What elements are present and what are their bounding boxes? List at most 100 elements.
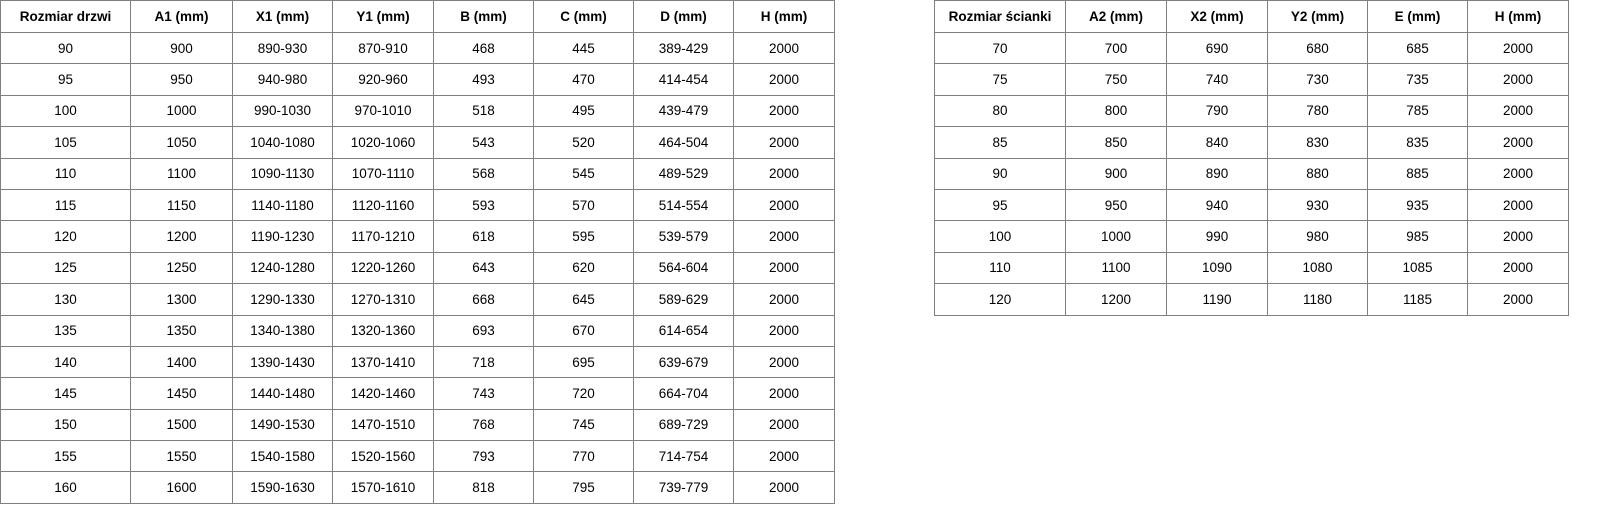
- table-cell: 1085: [1367, 251, 1468, 285]
- table-cell: 1120-1160: [332, 188, 434, 222]
- table-cell: 2000: [733, 94, 835, 128]
- table-cell: 495: [533, 94, 634, 128]
- table-cell: 120: [934, 283, 1066, 316]
- table-cell: 1090-1130: [232, 157, 333, 190]
- table-cell: 2000: [733, 283, 835, 316]
- table-cell: 643: [433, 251, 534, 285]
- table-cell: 743: [433, 377, 534, 410]
- column-header: Rozmiar drzwi: [0, 0, 131, 33]
- table-cell: 1320-1360: [332, 314, 434, 347]
- table-cell: 85: [934, 126, 1066, 159]
- table-cell: 1180: [1267, 283, 1368, 316]
- table-row: 115 1150 1140-1180 1120-1160 593 570 514-554 20…: [0, 188, 835, 222]
- table-cell: 1470-1510: [332, 408, 434, 442]
- table-row: 120 1200 1190 1180 1185 2000: [934, 283, 1569, 316]
- table-cell: 130: [0, 283, 131, 316]
- table-cell: 800: [1065, 94, 1167, 128]
- table-cell: 543: [433, 126, 534, 159]
- table-cell: 125: [0, 251, 131, 285]
- table-cell: 1090: [1166, 251, 1268, 285]
- table-cell: 745: [533, 408, 634, 442]
- table-cell: 1420-1460: [332, 377, 434, 410]
- table-cell: 790: [1166, 94, 1268, 128]
- table-row: 145 1450 1440-1480 1420-1460 743 720 664-704 20…: [0, 377, 835, 410]
- table-cell: 614-654: [633, 314, 734, 347]
- column-header: H (mm): [1467, 0, 1569, 33]
- table-cell: 1350: [130, 314, 233, 347]
- table-cell: 970-1010: [332, 94, 434, 128]
- table-cell: 618: [433, 220, 534, 253]
- table-cell: 70: [934, 31, 1066, 65]
- table-row: 90 900 890-930 870-910 468 445 389-429 2000: [0, 31, 835, 65]
- table-row: 70 700 690 680 685 2000: [934, 31, 1569, 65]
- table-cell: 160: [0, 471, 131, 504]
- table-cell: 520: [533, 126, 634, 159]
- table-cell: 1300: [130, 283, 233, 316]
- table-cell: 985: [1367, 220, 1468, 253]
- table-cell: 768: [433, 408, 534, 442]
- table-cell: 1000: [1065, 220, 1167, 253]
- table-cell: 693: [433, 314, 534, 347]
- table-cell: 900: [1065, 157, 1167, 190]
- table-cell: 90: [0, 31, 131, 65]
- table-cell: 1080: [1267, 251, 1368, 285]
- table-cell: 1200: [130, 220, 233, 253]
- table-cell: 539-579: [633, 220, 734, 253]
- table-cell: 780: [1267, 94, 1368, 128]
- table-cell: 1520-1560: [332, 440, 434, 473]
- table-cell: 110: [934, 251, 1066, 285]
- table-cell: 568: [433, 157, 534, 190]
- table-cell: 1050: [130, 126, 233, 159]
- table-cell: 1400: [130, 345, 233, 379]
- table-cell: 739-779: [633, 471, 734, 504]
- table-cell: 100: [0, 94, 131, 128]
- table-row: 110 1100 1090 1080 1085 2000: [934, 251, 1569, 285]
- table-cell: 1500: [130, 408, 233, 442]
- table-cell: 900: [130, 31, 233, 65]
- table-cell: 1100: [130, 157, 233, 190]
- table-cell: 950: [1065, 188, 1167, 222]
- table-cell: 740: [1166, 63, 1268, 96]
- table-cell: 940-980: [232, 63, 333, 96]
- table-row: 135 1350 1340-1380 1320-1360 693 670 614-654 20…: [0, 314, 835, 347]
- column-header: D (mm): [633, 0, 734, 33]
- table-cell: 730: [1267, 63, 1368, 96]
- column-header: X2 (mm): [1166, 0, 1268, 33]
- table-cell: 2000: [733, 345, 835, 379]
- wall-size-table: Rozmiar ścianki A2 (mm) X2 (mm) Y2 (mm) E (m…: [934, 0, 1569, 316]
- table-cell: 1270-1310: [332, 283, 434, 316]
- column-header: H (mm): [733, 0, 835, 33]
- table-row: 150 1500 1490-1530 1470-1510 768 745 689-729 20…: [0, 408, 835, 442]
- table-cell: 75: [934, 63, 1066, 96]
- table-cell: 1140-1180: [232, 188, 333, 222]
- table-cell: 445: [533, 31, 634, 65]
- table-cell: 670: [533, 314, 634, 347]
- table-cell: 818: [433, 471, 534, 504]
- table-cell: 890-930: [232, 31, 333, 65]
- table-cell: 1190: [1166, 283, 1268, 316]
- table-cell: 135: [0, 314, 131, 347]
- table-cell: 489-529: [633, 157, 734, 190]
- table-cell: 80: [934, 94, 1066, 128]
- table-cell: 830: [1267, 126, 1368, 159]
- table-cell: 90: [934, 157, 1066, 190]
- table-cell: 1490-1530: [232, 408, 333, 442]
- table-cell: 414-454: [633, 63, 734, 96]
- table-cell: 2000: [733, 377, 835, 410]
- table-cell: 1185: [1367, 283, 1468, 316]
- table-cell: 2000: [1467, 31, 1569, 65]
- table-cell: 145: [0, 377, 131, 410]
- table-cell: 920-960: [332, 63, 434, 96]
- table-cell: 464-504: [633, 126, 734, 159]
- table-cell: 2000: [733, 63, 835, 96]
- table-cell: 870-910: [332, 31, 434, 65]
- table-cell: 2000: [733, 31, 835, 65]
- column-header: Y2 (mm): [1267, 0, 1368, 33]
- table-cell: 2000: [733, 220, 835, 253]
- table-cell: 2000: [733, 440, 835, 473]
- table-cell: 1250: [130, 251, 233, 285]
- table-cell: 1370-1410: [332, 345, 434, 379]
- table-cell: 690: [1166, 31, 1268, 65]
- table-cell: 2000: [1467, 283, 1569, 316]
- table-cell: 793: [433, 440, 534, 473]
